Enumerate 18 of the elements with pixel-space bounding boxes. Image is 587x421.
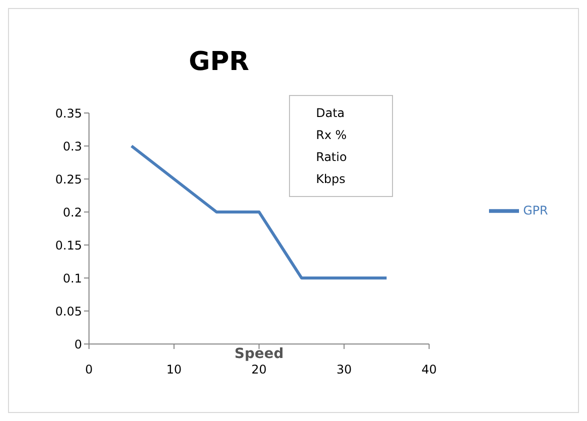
annotation: Data Rx % Ratio Kbps bbox=[316, 105, 348, 188]
x-tick-label: 30 bbox=[336, 362, 352, 377]
y-tick-label: 0.05 bbox=[55, 304, 82, 318]
x-tick-label: 40 bbox=[421, 362, 437, 377]
x-tick-label: 0 bbox=[85, 362, 93, 377]
x-axis-title: Speed bbox=[234, 346, 284, 362]
y-tick-label: 0 bbox=[74, 337, 82, 352]
y-tick-label: 0.2 bbox=[62, 205, 82, 220]
x-tick-label: 10 bbox=[166, 362, 182, 377]
x-tick-label: 20 bbox=[251, 362, 267, 377]
legend-label: GPR bbox=[523, 202, 548, 217]
y-tick-label: 0.25 bbox=[55, 172, 82, 186]
y-tick-label: 0.1 bbox=[62, 271, 82, 286]
text-box: Data Rx % Ratio Kbps bbox=[289, 95, 393, 197]
y-tick-label: 0.3 bbox=[62, 139, 82, 154]
y-tick-label: 0.15 bbox=[55, 238, 82, 252]
chart-title: GPR bbox=[188, 47, 250, 77]
y-tick-label: 0.35 bbox=[55, 106, 82, 120]
